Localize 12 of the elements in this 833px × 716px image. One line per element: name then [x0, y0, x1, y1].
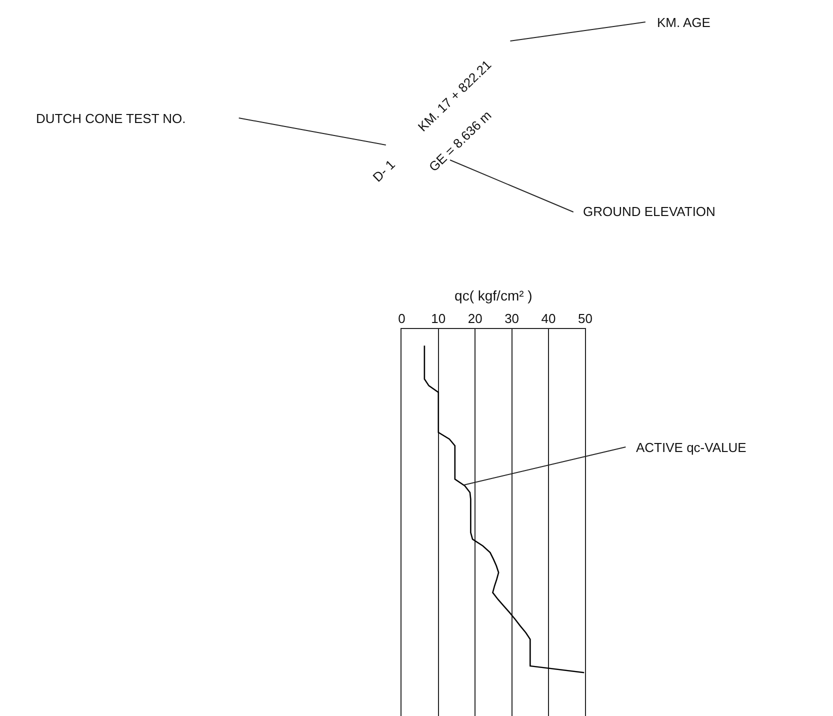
x-tick-label: 30: [504, 310, 520, 326]
x-tick-label: 10: [431, 310, 446, 326]
x-axis-title: qc( kgf/cm² ): [454, 287, 532, 304]
text: ACTIVE qc-VALUE: [636, 440, 747, 455]
x-tick-label: 20: [468, 310, 482, 326]
x-tick-label: 50: [578, 310, 592, 326]
text: KM. AGE: [657, 15, 711, 30]
text: DUTCH CONE TEST NO.: [36, 111, 186, 126]
text: GROUND ELEVATION: [583, 204, 716, 219]
x-tick-label: 40: [541, 310, 556, 326]
x-tick-label: 0: [398, 310, 406, 326]
text: D- 1: [370, 156, 398, 185]
